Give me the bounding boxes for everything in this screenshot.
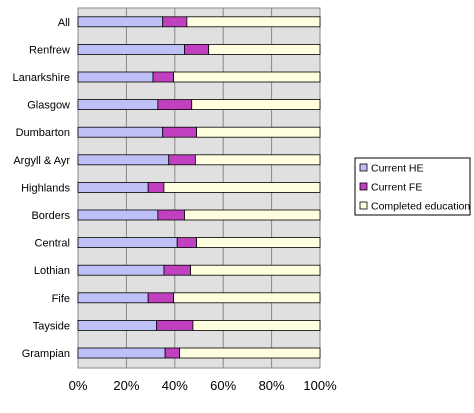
bars [77, 16, 321, 359]
bar-segment [196, 126, 321, 138]
category-label: Argyll & Ayr [13, 155, 70, 167]
x-tick-label: 40% [162, 378, 188, 393]
bar-segment [157, 99, 193, 110]
bar-segment [77, 319, 158, 331]
bar-segment [147, 292, 174, 304]
category-label: All [58, 17, 70, 29]
bar-segment [77, 16, 164, 28]
bar-segment [163, 181, 321, 193]
bar-segment [77, 71, 154, 83]
bar-segment [77, 126, 164, 138]
category-label: Glasgow [27, 100, 70, 112]
category-label: Lothian [34, 265, 70, 277]
x-tick-label: 20% [113, 378, 139, 393]
category-label: Renfrew [29, 44, 70, 56]
bar-segment [173, 71, 321, 83]
bar-segment [192, 319, 321, 331]
legend-swatch [359, 201, 368, 210]
legend: Current HE Current FE Completed education [354, 157, 471, 216]
bar-segment [77, 44, 185, 55]
bar-segment [77, 154, 170, 166]
bar-segment [191, 99, 321, 110]
bar-segment [147, 181, 165, 193]
bar-segment [163, 264, 191, 276]
category-label: Lanarkshire [13, 72, 70, 84]
category-label: Tayside [33, 320, 70, 332]
bar-segment [152, 71, 174, 83]
bar-segment [194, 154, 321, 166]
bar-segment [156, 319, 194, 331]
bar-segment [162, 126, 197, 138]
legend-label: Current HE [371, 163, 424, 175]
category-labels: All Renfrew Lanarkshire Glasgow Dumbarton Arg… [13, 17, 71, 360]
bar-segment [77, 292, 149, 304]
bar-segment [77, 181, 149, 193]
bar-segment [77, 209, 159, 221]
bar-segment [190, 264, 321, 276]
x-tick-label: 100% [303, 378, 337, 393]
x-tick-label: 60% [210, 378, 236, 393]
bar-segment [186, 16, 321, 28]
bar-segment [176, 237, 197, 249]
bar-segment [184, 44, 210, 55]
bar-segment [77, 237, 178, 249]
x-tick-labels: 0% 20% 40% 60% 80% 100% [69, 378, 337, 393]
bar-segment [168, 154, 196, 166]
bar-segment [77, 99, 159, 110]
category-label: Fife [52, 293, 70, 305]
category-label: Central [35, 238, 70, 250]
legend-box [354, 157, 471, 216]
bar-segment [162, 16, 188, 28]
legend-swatch [359, 182, 368, 191]
legend-label: Current FE [371, 182, 422, 194]
legend-swatch [359, 163, 368, 172]
bar-segment [173, 292, 321, 304]
bar-segment [196, 237, 321, 249]
bar-segment [184, 209, 321, 221]
bar-segment [179, 347, 321, 359]
bar-segment [77, 264, 165, 276]
category-label: Grampian [22, 348, 70, 360]
bar-segment [208, 44, 321, 55]
category-label: Highlands [21, 182, 70, 194]
x-tick-label: 80% [259, 378, 285, 393]
bar-segment [164, 347, 181, 359]
bar-segment [157, 209, 185, 221]
bar-segment [77, 347, 166, 359]
category-label: Dumbarton [16, 127, 70, 139]
legend-label: Completed education [371, 201, 470, 213]
category-label: Borders [31, 210, 70, 222]
x-tick-label: 0% [69, 378, 88, 393]
